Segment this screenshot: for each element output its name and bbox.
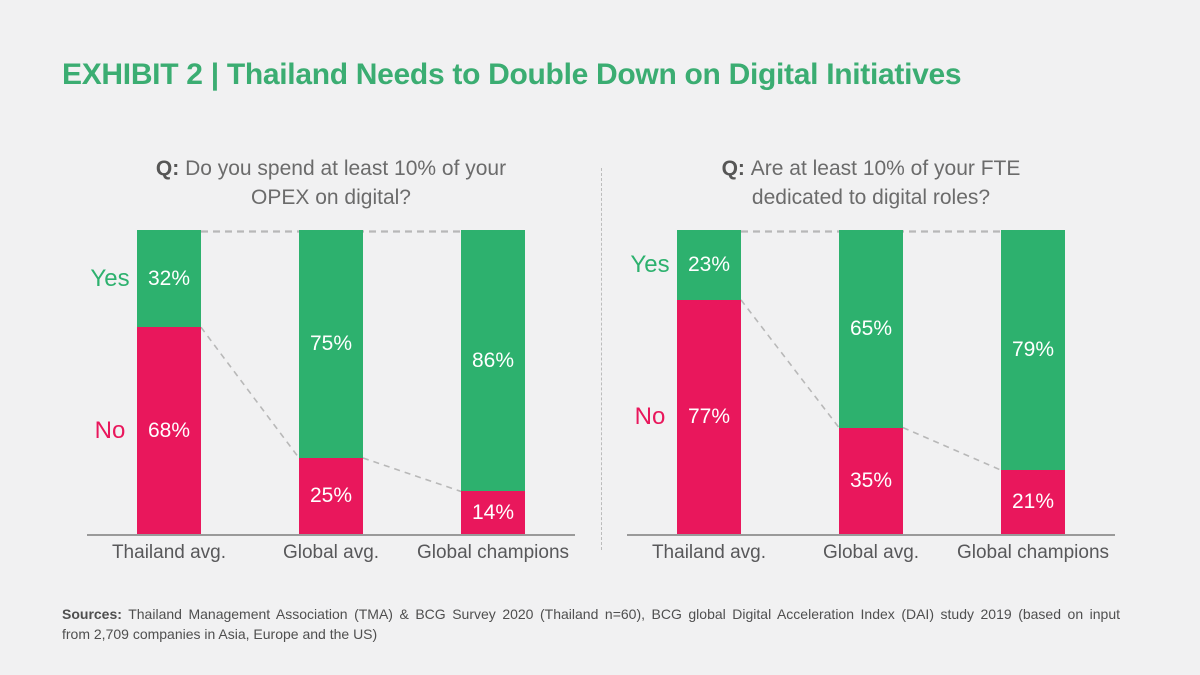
bar-segment-no: 21% <box>1001 470 1065 534</box>
dashed-connector-line <box>740 299 840 429</box>
x-axis-line <box>627 534 1115 536</box>
chart-question: Q: Do you spend at least 10% of your OPEX… <box>155 157 507 209</box>
series-label-yes: Yes <box>630 250 670 278</box>
fte-chart: Q: Are at least 10% of your FTE dedicated… <box>627 150 1115 580</box>
bar-segment-yes: 86% <box>461 230 525 492</box>
category-axis: Thailand avg. Global avg. Global champions <box>627 542 1115 568</box>
dashed-connector-line <box>362 457 462 493</box>
bar-segment-yes: 23% <box>677 230 741 300</box>
question-prefix: Q: <box>721 157 751 180</box>
bar-segment-no: 25% <box>299 458 363 534</box>
bar-value-label: 68% <box>147 418 191 442</box>
bar-segment-no: 68% <box>137 327 201 534</box>
connector-lines <box>200 230 462 493</box>
bar-segment-yes: 75% <box>299 230 363 458</box>
bar-segment-yes: 65% <box>839 230 903 428</box>
bar-value-label: 77% <box>687 404 731 428</box>
chart-divider-dashed-line <box>601 168 602 550</box>
series-label-yes: Yes <box>90 264 130 292</box>
dashed-connector-line <box>902 426 1002 471</box>
series-label-no: No <box>634 402 666 430</box>
chart-question: Q: Are at least 10% of your FTE dedicated… <box>721 157 1021 209</box>
bar-value-label: 21% <box>1011 490 1055 514</box>
category-label: Global champions <box>416 542 570 563</box>
bar-segment-no: 35% <box>839 427 903 534</box>
bar-segment-yes: 32% <box>137 230 201 328</box>
category-label: Global avg. <box>822 542 920 563</box>
bar-value-label: 32% <box>147 266 191 290</box>
bar-value-label: 86% <box>471 348 515 372</box>
bar-group: 65% 35% <box>839 230 903 534</box>
bar-segment-yes: 79% <box>1001 230 1065 471</box>
dashed-connector-line <box>200 326 300 459</box>
bar-value-label: 65% <box>849 316 893 340</box>
bar-segment-no: 77% <box>677 299 741 534</box>
category-label: Thailand avg. <box>651 542 767 563</box>
category-axis: Thailand avg. Global avg. Global champions <box>87 542 575 568</box>
category-label: Global avg. <box>282 542 380 563</box>
bar-value-label: 14% <box>471 500 515 524</box>
bar-value-label: 25% <box>309 484 353 507</box>
series-label-no: No <box>94 416 126 444</box>
bar-group: 32% 68% <box>137 230 201 534</box>
bar-group: 86% 14% <box>461 230 525 534</box>
sources-line-2: from 2,709 companies in Asia, Europe and… <box>62 626 378 642</box>
plot-area: 23% 77% 65% 35% 79% 21% Yes No <box>627 230 1115 534</box>
bar-value-label: 35% <box>849 468 893 492</box>
bar-value-label: 79% <box>1011 338 1055 362</box>
bar-group: 75% 25% <box>299 230 363 534</box>
sources-line-1: Sources: Thailand Management Association… <box>62 604 1120 624</box>
bar-group: 23% 77% <box>677 230 741 534</box>
x-axis-line <box>87 534 575 536</box>
sources-label: Sources: <box>62 606 122 622</box>
sources-note: Sources: Thailand Management Association… <box>62 604 1120 644</box>
bar-group: 79% 21% <box>1001 230 1065 534</box>
exhibit-title: EXHIBIT 2 | Thailand Needs to Double Dow… <box>62 58 962 91</box>
question-prefix: Q: <box>155 157 186 180</box>
opex-chart: Q: Do you spend at least 10% of your OPEX… <box>87 150 575 580</box>
bar-value-label: 75% <box>309 332 353 355</box>
category-label: Thailand avg. <box>111 542 227 563</box>
category-label: Global champions <box>956 542 1110 563</box>
bar-value-label: 23% <box>687 252 731 276</box>
connector-lines <box>740 230 1002 471</box>
bar-segment-no: 14% <box>461 491 525 534</box>
plot-area: 32% 68% 75% 25% 86% 14% Yes No <box>87 230 575 534</box>
sources-text-1: Thailand Management Association (TMA) & … <box>128 606 1121 622</box>
